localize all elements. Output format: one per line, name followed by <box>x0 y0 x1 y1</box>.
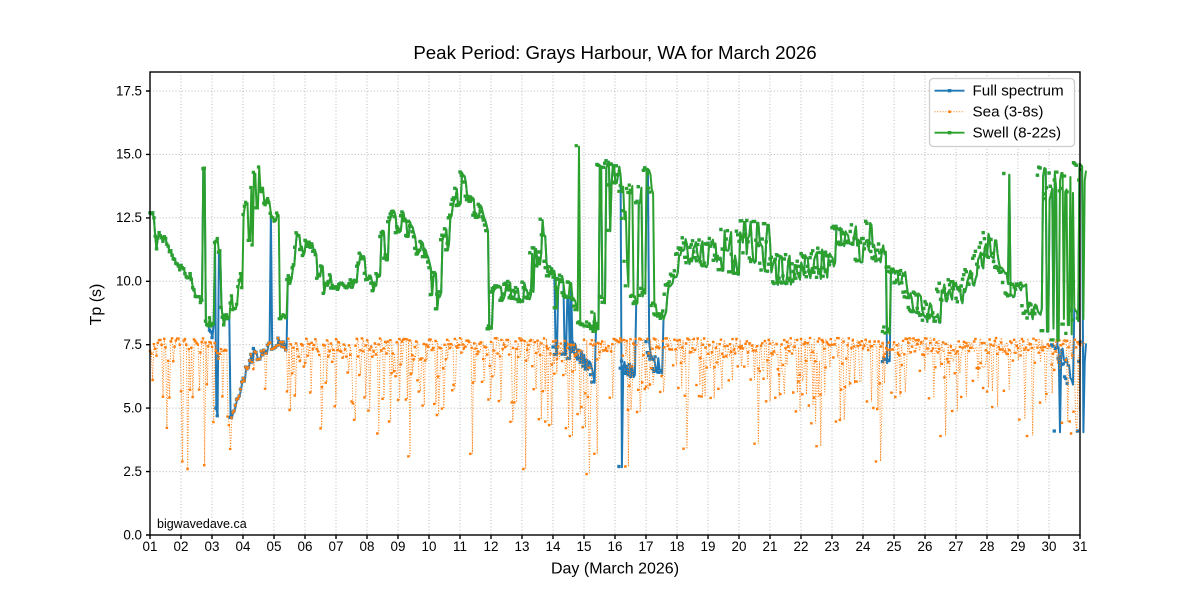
svg-text:0.0: 0.0 <box>123 527 142 542</box>
svg-text:30: 30 <box>1042 539 1057 554</box>
svg-text:Day (March 2026): Day (March 2026) <box>551 561 679 578</box>
svg-text:17: 17 <box>639 539 654 554</box>
svg-text:06: 06 <box>298 539 313 554</box>
svg-text:04: 04 <box>236 539 251 554</box>
svg-text:27: 27 <box>949 539 964 554</box>
svg-text:02: 02 <box>174 539 189 554</box>
svg-text:13: 13 <box>515 539 530 554</box>
svg-text:Full spectrum: Full spectrum <box>973 83 1064 100</box>
svg-text:28: 28 <box>980 539 995 554</box>
svg-text:05: 05 <box>267 539 282 554</box>
svg-text:25: 25 <box>887 539 902 554</box>
svg-text:17.5: 17.5 <box>116 83 142 98</box>
svg-text:01: 01 <box>143 539 158 554</box>
svg-text:12.5: 12.5 <box>116 210 142 225</box>
svg-text:5.0: 5.0 <box>123 400 142 415</box>
svg-text:23: 23 <box>825 539 840 554</box>
svg-text:08: 08 <box>360 539 375 554</box>
svg-text:12: 12 <box>484 539 499 554</box>
svg-text:29: 29 <box>1011 539 1026 554</box>
svg-text:Sea (3-8s): Sea (3-8s) <box>973 104 1044 121</box>
svg-text:19: 19 <box>701 539 716 554</box>
svg-text:26: 26 <box>918 539 933 554</box>
svg-text:7.5: 7.5 <box>123 337 142 352</box>
svg-text:07: 07 <box>329 539 344 554</box>
svg-text:20: 20 <box>732 539 747 554</box>
svg-text:Tp (s): Tp (s) <box>88 284 105 326</box>
svg-text:10.0: 10.0 <box>116 274 142 289</box>
svg-text:16: 16 <box>608 539 623 554</box>
svg-text:2.5: 2.5 <box>123 464 142 479</box>
svg-text:31: 31 <box>1073 539 1088 554</box>
svg-text:Peak Period: Grays Harbour, WA: Peak Period: Grays Harbour, WA for March… <box>413 42 816 63</box>
svg-text:bigwavedave.ca: bigwavedave.ca <box>157 517 247 531</box>
svg-text:03: 03 <box>205 539 220 554</box>
svg-text:22: 22 <box>794 539 809 554</box>
svg-text:09: 09 <box>391 539 406 554</box>
svg-text:14: 14 <box>546 539 561 554</box>
svg-text:15: 15 <box>577 539 592 554</box>
svg-text:24: 24 <box>856 539 871 554</box>
svg-text:10: 10 <box>422 539 437 554</box>
svg-text:18: 18 <box>670 539 685 554</box>
svg-text:15.0: 15.0 <box>116 147 142 162</box>
svg-text:Swell (8-22s): Swell (8-22s) <box>973 125 1062 142</box>
svg-text:11: 11 <box>453 539 467 554</box>
svg-text:21: 21 <box>763 539 778 554</box>
